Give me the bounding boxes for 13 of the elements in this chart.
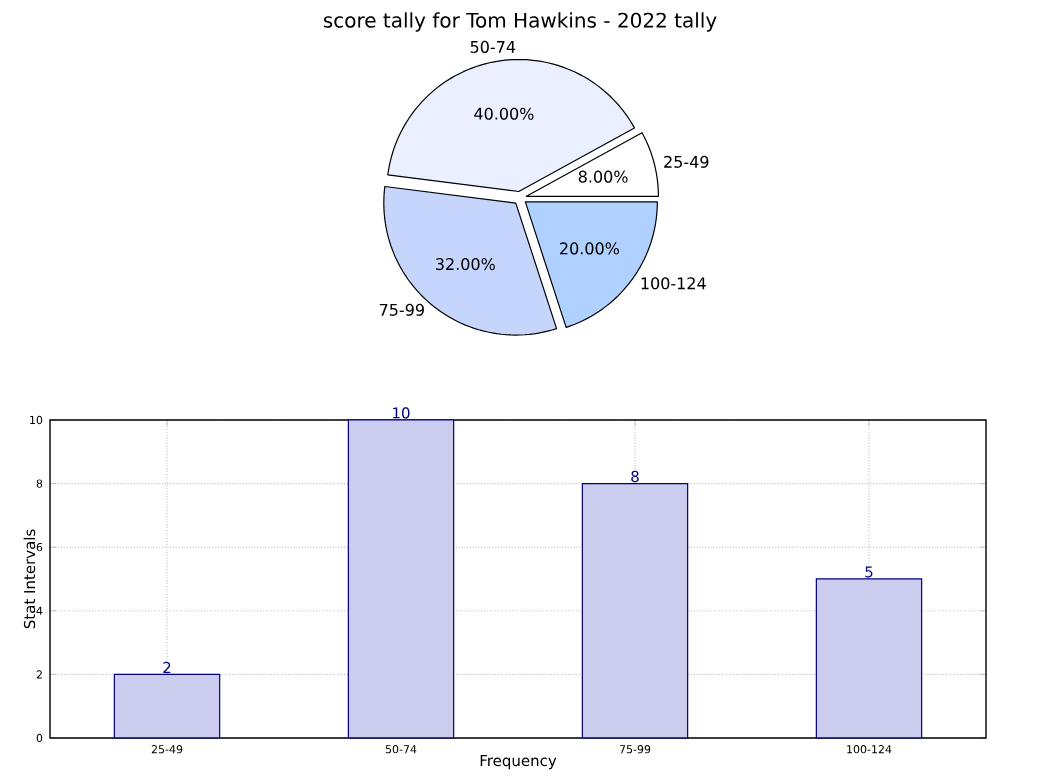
chart-title: score tally for Tom Hawkins - 2022 tally [323,12,717,32]
bar [581,482,689,739]
bar [815,578,923,739]
slice-label: 25-49 [664,155,709,168]
slice-label: 100-124 [641,277,706,290]
slice-label: 50-74 [470,40,516,53]
data-label: 8.00% [578,170,628,183]
bar [113,673,221,739]
slice-label: 75-99 [379,303,424,316]
bar [347,419,455,739]
data-label: 20.00% [560,242,620,255]
data-label: 32.00% [436,258,495,271]
data-label: 40.00% [474,107,534,120]
